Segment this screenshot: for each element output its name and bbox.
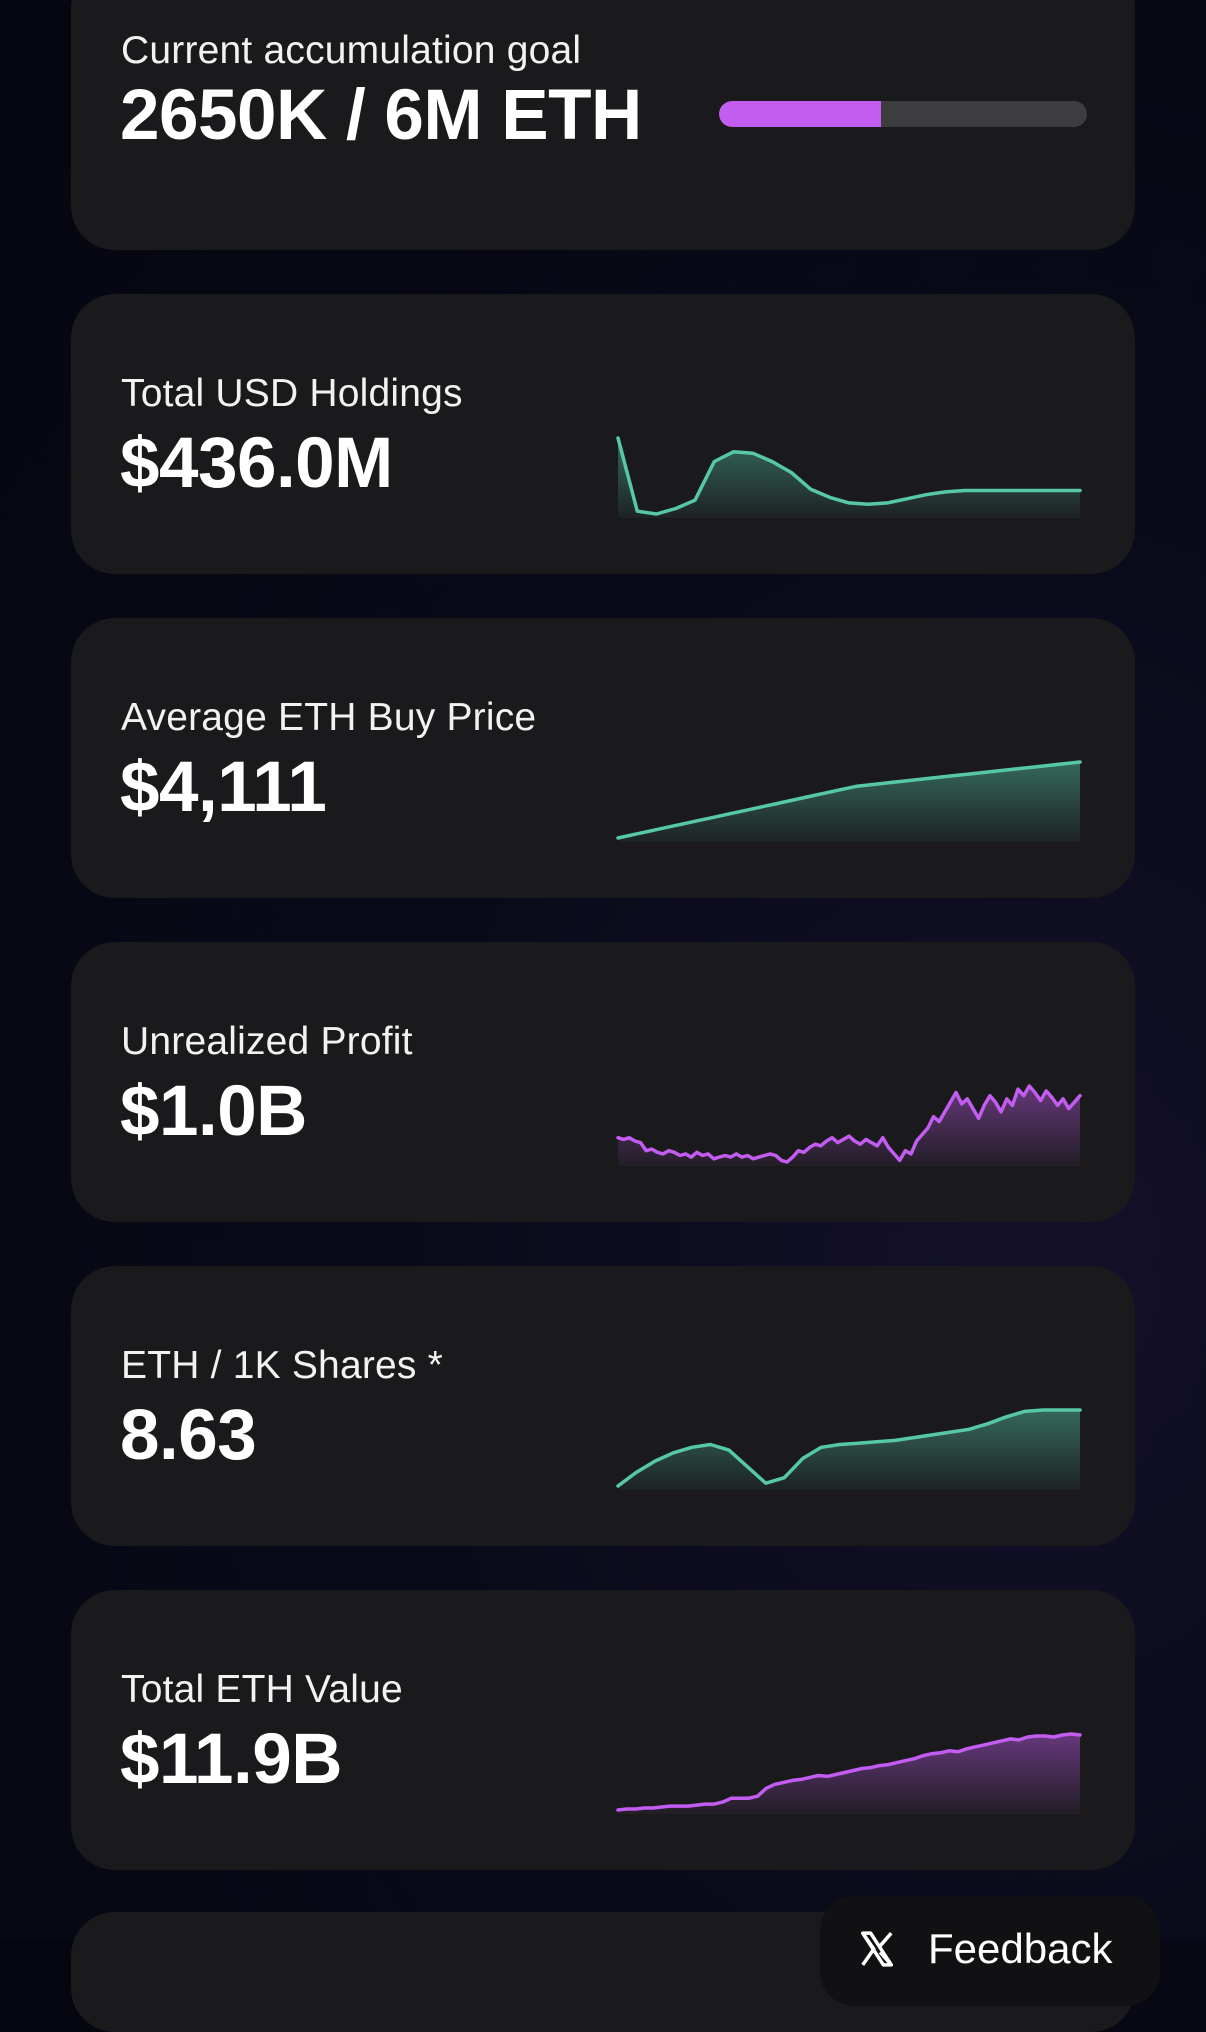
metric-value: 8.63 (120, 1396, 257, 1475)
sparkline-line (616, 436, 1082, 516)
sparkline-area (618, 762, 1080, 842)
sparkline-line (616, 760, 1082, 840)
sparkline-line (616, 1732, 1082, 1812)
accumulation-goal-card: Current accumulation goal 2650K / 6M ETH (71, 0, 1135, 250)
goal-value: 2650K / 6M ETH (120, 76, 642, 155)
metric-label: Total USD Holdings (121, 372, 463, 415)
metric-value: $11.9B (120, 1720, 343, 1799)
metric-card-eth-per-shares: ETH / 1K Shares * 8.63 (71, 1266, 1135, 1546)
usd-holdings-sparkline (616, 436, 1082, 518)
sparkline-area (618, 1734, 1080, 1814)
metric-value: $1.0B (120, 1072, 307, 1151)
sparkline-area (618, 1086, 1080, 1166)
goal-progress-bar (719, 101, 1087, 127)
metric-value: $436.0M (120, 424, 393, 503)
x-logo-icon (861, 1931, 893, 1967)
sparkline-area (618, 438, 1080, 518)
sparkline-line (616, 1084, 1082, 1164)
metric-card-usd-holdings: Total USD Holdings $436.0M (71, 294, 1135, 574)
feedback-label: Feedback (928, 1925, 1113, 1972)
metric-label: Unrealized Profit (121, 1020, 413, 1063)
metric-label: Total ETH Value (121, 1668, 403, 1711)
goal-label: Current accumulation goal (121, 29, 582, 72)
eth-per-shares-sparkline (616, 1408, 1082, 1490)
metric-card-unrealized-profit: Unrealized Profit $1.0B (71, 942, 1135, 1222)
metric-label: Average ETH Buy Price (121, 696, 537, 739)
total-eth-value-sparkline (616, 1732, 1082, 1814)
sparkline-line (616, 1408, 1082, 1488)
metric-card-total-eth-value: Total ETH Value $11.9B (71, 1590, 1135, 1870)
goal-progress-fill (719, 101, 881, 127)
metric-card-avg-buy-price: Average ETH Buy Price $4,111 (71, 618, 1135, 898)
feedback-button[interactable]: Feedback (820, 1896, 1160, 2006)
avg-buy-price-sparkline (616, 760, 1082, 842)
metric-label: ETH / 1K Shares * (121, 1344, 444, 1387)
metric-value: $4,111 (120, 748, 327, 827)
unrealized-profit-sparkline (616, 1084, 1082, 1166)
